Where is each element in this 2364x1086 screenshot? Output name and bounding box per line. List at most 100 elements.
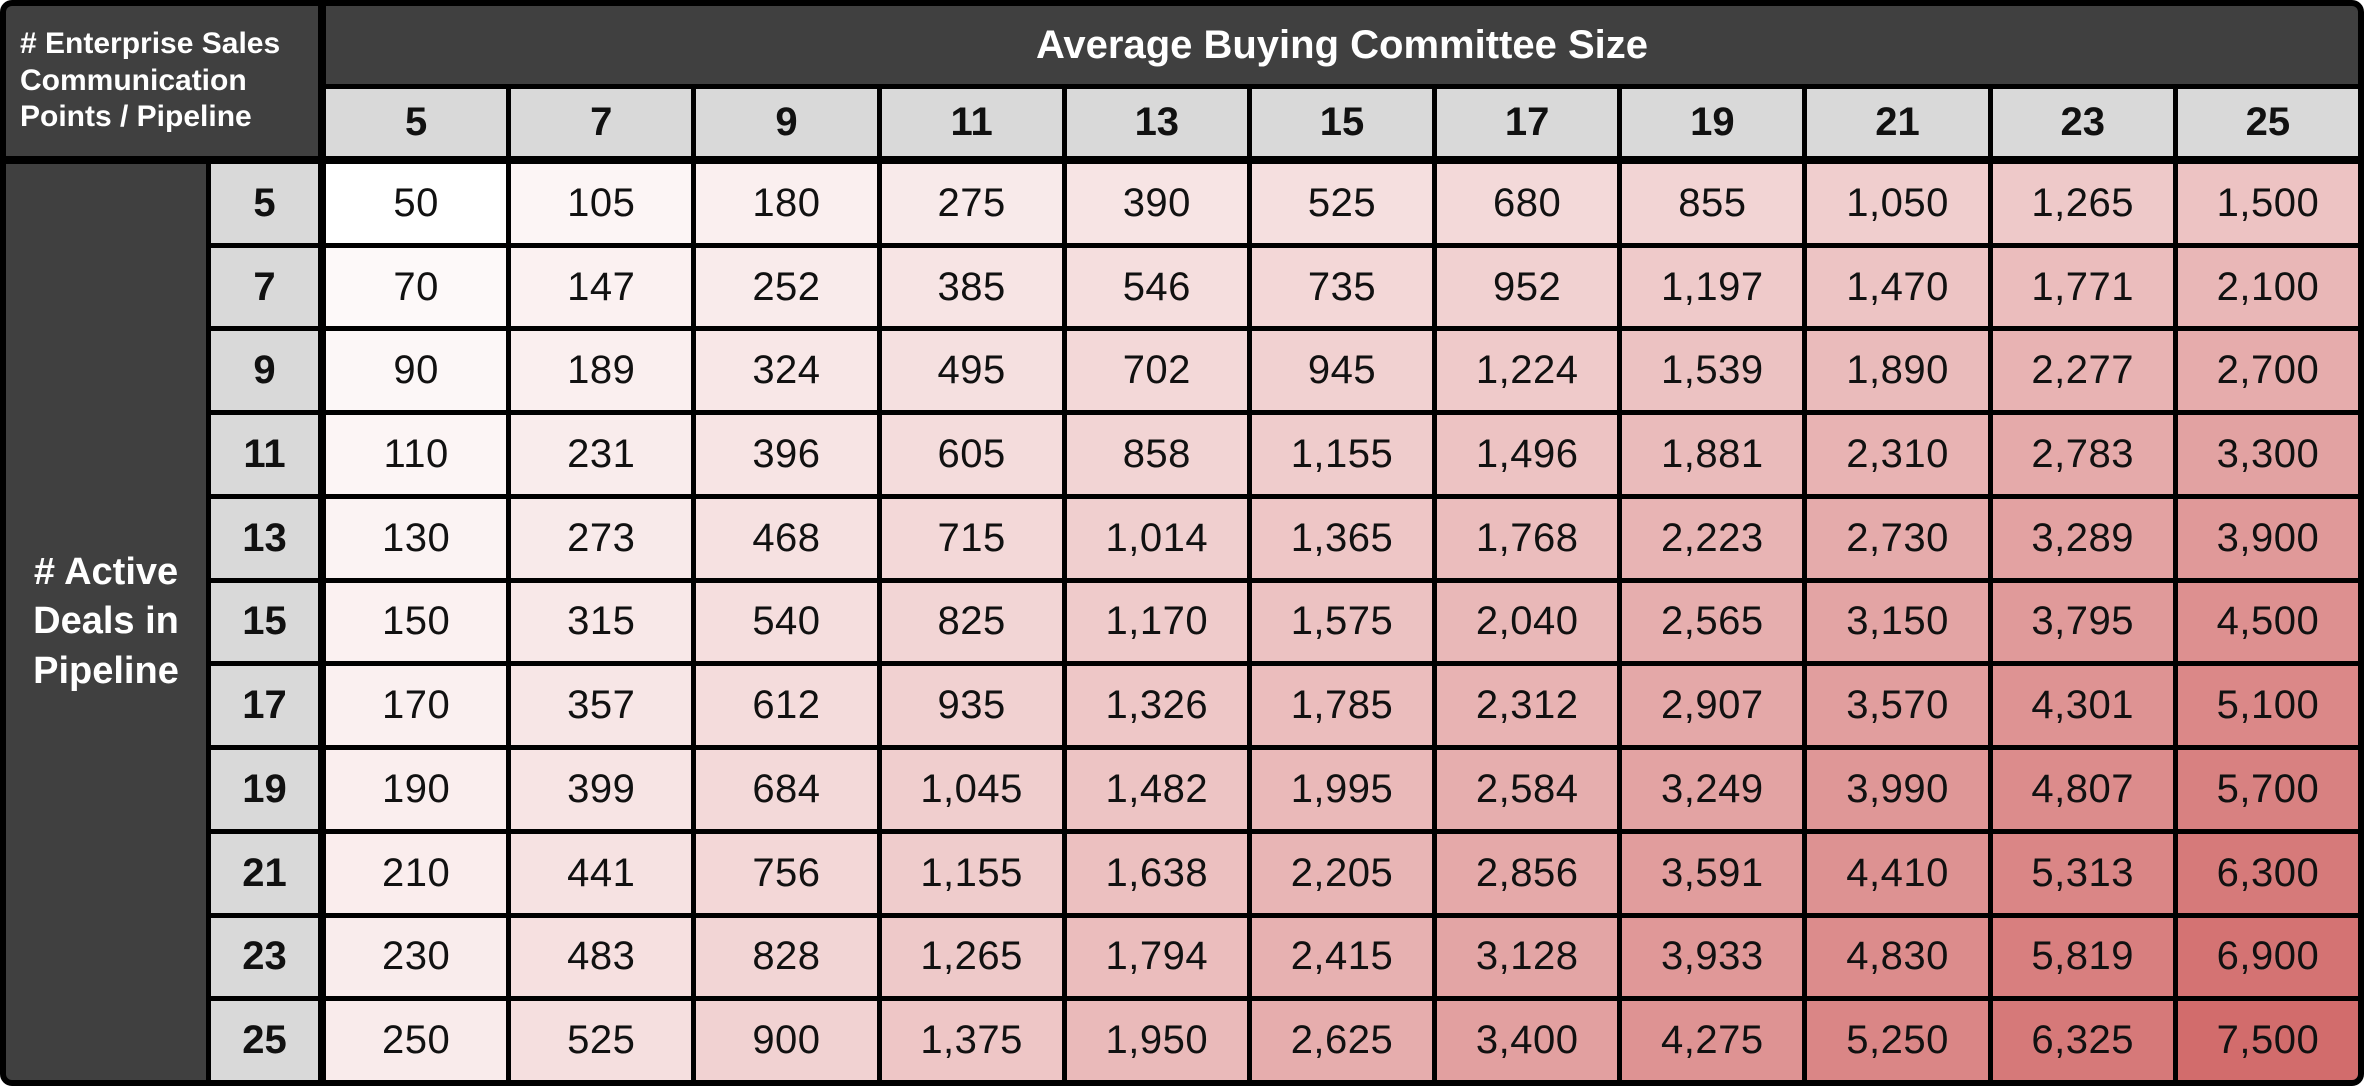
matrix-cell: 2,907 xyxy=(1622,666,1803,746)
matrix-cell: 150 xyxy=(326,582,507,662)
matrix-cell: 2,310 xyxy=(1807,415,1988,494)
matrix-cell: 2,312 xyxy=(1437,666,1618,746)
matrix-cell: 385 xyxy=(881,247,1062,327)
column-header-15: 15 xyxy=(1251,89,1433,159)
matrix-cell: 1,500 xyxy=(2177,164,2358,243)
row-header-5: 5 xyxy=(211,164,321,243)
row-header-21: 21 xyxy=(211,833,321,913)
matrix-cell: 2,100 xyxy=(2177,247,2358,327)
matrix-cell: 6,325 xyxy=(1992,1001,2173,1080)
matrix-cell: 396 xyxy=(696,415,877,494)
column-header-13: 13 xyxy=(1066,89,1247,159)
column-header-9: 9 xyxy=(696,89,877,159)
row-header-17: 17 xyxy=(211,666,321,746)
matrix-cell: 147 xyxy=(511,247,692,327)
matrix-cell: 105 xyxy=(511,164,692,243)
row-header-9: 9 xyxy=(211,331,321,411)
matrix-cell: 4,830 xyxy=(1807,917,1988,997)
matrix-cell: 2,415 xyxy=(1251,917,1433,997)
corner-title: # Enterprise Sales Communication Points … xyxy=(6,6,321,159)
matrix-cell: 1,375 xyxy=(881,1001,1062,1080)
matrix-cell: 7,500 xyxy=(2177,1001,2358,1080)
matrix-cell: 605 xyxy=(881,415,1062,494)
matrix-cell: 1,224 xyxy=(1437,331,1618,411)
matrix-cell: 1,045 xyxy=(881,750,1062,829)
matrix-cell: 4,301 xyxy=(1992,666,2173,746)
matrix-cell: 2,584 xyxy=(1437,750,1618,829)
column-header-17: 17 xyxy=(1437,89,1618,159)
matrix-cell: 4,275 xyxy=(1622,1001,1803,1080)
matrix-cell: 210 xyxy=(326,833,507,913)
matrix-cell: 2,277 xyxy=(1992,331,2173,411)
matrix-cell: 2,856 xyxy=(1437,833,1618,913)
column-header-7: 7 xyxy=(511,89,692,159)
matrix-cell: 540 xyxy=(696,582,877,662)
matrix-cell: 4,500 xyxy=(2177,582,2358,662)
matrix-cell: 231 xyxy=(511,415,692,494)
matrix-cell: 546 xyxy=(1066,247,1247,327)
matrix-cell: 252 xyxy=(696,247,877,327)
matrix-cell: 1,638 xyxy=(1066,833,1247,913)
row-header-19: 19 xyxy=(211,750,321,829)
matrix-cell: 324 xyxy=(696,331,877,411)
matrix-cell: 684 xyxy=(696,750,877,829)
column-header-19: 19 xyxy=(1622,89,1803,159)
matrix-cell: 1,050 xyxy=(1807,164,1988,243)
matrix-cell: 3,900 xyxy=(2177,498,2358,578)
matrix-cell: 3,570 xyxy=(1807,666,1988,746)
matrix-cell: 1,575 xyxy=(1251,582,1433,662)
matrix-cell: 828 xyxy=(696,917,877,997)
matrix-cell: 1,155 xyxy=(881,833,1062,913)
matrix-cell: 858 xyxy=(1066,415,1247,494)
matrix-cell: 4,807 xyxy=(1992,750,2173,829)
matrix-cell: 1,771 xyxy=(1992,247,2173,327)
matrix-cell: 935 xyxy=(881,666,1062,746)
matrix-cell: 1,014 xyxy=(1066,498,1247,578)
matrix-cell: 5,313 xyxy=(1992,833,2173,913)
matrix-cell: 945 xyxy=(1251,331,1433,411)
matrix-cell: 273 xyxy=(511,498,692,578)
matrix-cell: 2,700 xyxy=(2177,331,2358,411)
matrix-cell: 390 xyxy=(1066,164,1247,243)
matrix-cell: 189 xyxy=(511,331,692,411)
matrix-cell: 756 xyxy=(696,833,877,913)
matrix-cell: 5,819 xyxy=(1992,917,2173,997)
row-header-7: 7 xyxy=(211,247,321,327)
matrix-cell: 90 xyxy=(326,331,507,411)
column-header-23: 23 xyxy=(1992,89,2173,159)
matrix-cell: 825 xyxy=(881,582,1062,662)
matrix-cell: 1,170 xyxy=(1066,582,1247,662)
matrix-cell: 1,794 xyxy=(1066,917,1247,997)
matrix-cell: 2,783 xyxy=(1992,415,2173,494)
matrix-cell: 5,100 xyxy=(2177,666,2358,746)
matrix-cell: 1,265 xyxy=(1992,164,2173,243)
matrix-cell: 5,250 xyxy=(1807,1001,1988,1080)
column-header-25: 25 xyxy=(2177,89,2358,159)
matrix-cell: 1,470 xyxy=(1807,247,1988,327)
matrix-cell: 2,625 xyxy=(1251,1001,1433,1080)
matrix-cell: 357 xyxy=(511,666,692,746)
row-axis-title: # Active Deals in Pipeline xyxy=(6,164,206,1080)
column-header-21: 21 xyxy=(1807,89,1988,159)
matrix-cell: 3,289 xyxy=(1992,498,2173,578)
row-header-13: 13 xyxy=(211,498,321,578)
matrix-cell: 6,300 xyxy=(2177,833,2358,913)
matrix-cell: 855 xyxy=(1622,164,1803,243)
matrix-cell: 1,950 xyxy=(1066,1001,1247,1080)
matrix-cell: 483 xyxy=(511,917,692,997)
matrix-cell: 2,205 xyxy=(1251,833,1433,913)
matrix-cell: 5,700 xyxy=(2177,750,2358,829)
matrix-cell: 3,249 xyxy=(1622,750,1803,829)
column-header-5: 5 xyxy=(326,89,507,159)
matrix-cell: 1,482 xyxy=(1066,750,1247,829)
matrix-cell: 1,365 xyxy=(1251,498,1433,578)
matrix-cell: 1,197 xyxy=(1622,247,1803,327)
matrix-cell: 1,890 xyxy=(1807,331,1988,411)
row-header-15: 15 xyxy=(211,582,321,662)
matrix-cell: 1,785 xyxy=(1251,666,1433,746)
matrix-cell: 702 xyxy=(1066,331,1247,411)
matrix-cell: 110 xyxy=(326,415,507,494)
matrix-cell: 612 xyxy=(696,666,877,746)
matrix-cell: 399 xyxy=(511,750,692,829)
